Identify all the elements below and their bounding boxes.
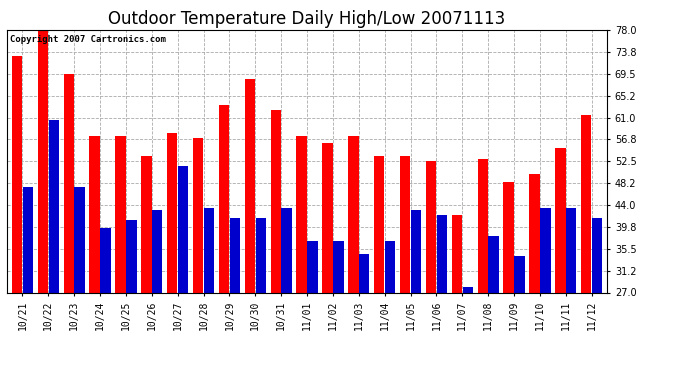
Bar	[592, 218, 602, 292]
Bar	[141, 156, 152, 292]
Bar	[219, 105, 229, 292]
Text: Copyright 2007 Cartronics.com: Copyright 2007 Cartronics.com	[10, 35, 166, 44]
Bar	[297, 135, 307, 292]
Bar	[48, 120, 59, 292]
Bar	[504, 182, 514, 292]
Bar	[38, 30, 48, 292]
Bar	[23, 187, 33, 292]
Bar	[75, 187, 85, 292]
Bar	[115, 135, 126, 292]
Bar	[322, 143, 333, 292]
Bar	[90, 135, 100, 292]
Bar	[385, 241, 395, 292]
Bar	[152, 210, 162, 292]
Bar	[230, 218, 240, 292]
Bar	[529, 174, 540, 292]
Bar	[307, 241, 317, 292]
Bar	[581, 115, 591, 292]
Bar	[178, 166, 188, 292]
Bar	[437, 215, 447, 292]
Bar	[400, 156, 411, 292]
Bar	[204, 208, 214, 292]
Bar	[411, 210, 421, 292]
Bar	[270, 110, 281, 292]
Bar	[126, 220, 137, 292]
Bar	[359, 254, 369, 292]
Bar	[282, 208, 292, 292]
Bar	[489, 236, 499, 292]
Bar	[100, 228, 110, 292]
Bar	[426, 161, 436, 292]
Bar	[540, 208, 551, 292]
Bar	[477, 159, 488, 292]
Bar	[245, 79, 255, 292]
Bar	[167, 133, 177, 292]
Bar	[555, 148, 566, 292]
Bar	[462, 287, 473, 292]
Title: Outdoor Temperature Daily High/Low 20071113: Outdoor Temperature Daily High/Low 20071…	[108, 10, 506, 28]
Bar	[12, 56, 22, 292]
Bar	[374, 156, 384, 292]
Bar	[348, 135, 359, 292]
Bar	[193, 138, 204, 292]
Bar	[63, 74, 74, 292]
Bar	[255, 218, 266, 292]
Bar	[566, 208, 576, 292]
Bar	[514, 256, 524, 292]
Bar	[333, 241, 344, 292]
Bar	[452, 215, 462, 292]
